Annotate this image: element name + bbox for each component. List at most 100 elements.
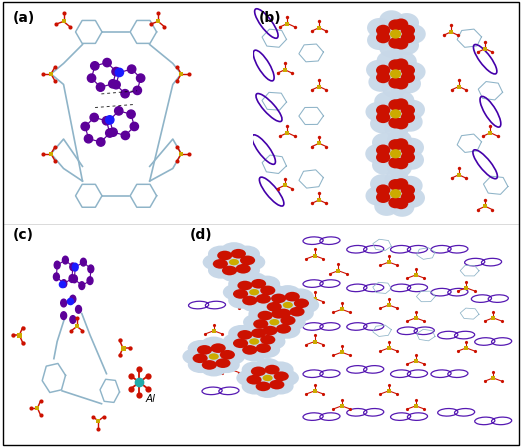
Circle shape <box>130 122 138 131</box>
Circle shape <box>253 319 268 329</box>
Circle shape <box>200 337 227 353</box>
Circle shape <box>240 333 268 350</box>
Circle shape <box>251 328 266 338</box>
Circle shape <box>259 333 286 350</box>
Circle shape <box>382 78 407 98</box>
Circle shape <box>374 92 399 111</box>
Circle shape <box>390 91 414 110</box>
Circle shape <box>188 340 214 357</box>
Circle shape <box>262 305 288 321</box>
Circle shape <box>235 264 251 274</box>
Circle shape <box>121 89 129 98</box>
Circle shape <box>401 144 415 156</box>
Circle shape <box>394 118 408 129</box>
Circle shape <box>249 289 259 295</box>
Circle shape <box>388 139 402 151</box>
Circle shape <box>396 74 421 93</box>
Circle shape <box>246 375 262 384</box>
Circle shape <box>61 312 67 320</box>
Circle shape <box>399 150 424 170</box>
Circle shape <box>220 350 235 359</box>
Circle shape <box>388 59 402 71</box>
Circle shape <box>76 305 81 313</box>
Circle shape <box>203 254 229 270</box>
Circle shape <box>254 369 281 387</box>
Circle shape <box>388 77 402 89</box>
Circle shape <box>388 157 402 169</box>
Circle shape <box>256 294 271 304</box>
Circle shape <box>91 62 99 70</box>
Circle shape <box>90 113 98 122</box>
Circle shape <box>210 343 226 353</box>
Circle shape <box>388 179 402 190</box>
Circle shape <box>254 325 280 342</box>
Circle shape <box>228 276 254 292</box>
Circle shape <box>188 356 214 373</box>
Circle shape <box>267 362 293 378</box>
Circle shape <box>112 67 120 76</box>
Circle shape <box>251 367 266 376</box>
Circle shape <box>209 353 219 360</box>
Circle shape <box>256 382 271 391</box>
Circle shape <box>208 262 234 278</box>
Circle shape <box>367 18 392 38</box>
Circle shape <box>261 325 288 342</box>
Circle shape <box>251 279 266 289</box>
Circle shape <box>231 249 246 258</box>
Circle shape <box>365 186 390 206</box>
Circle shape <box>288 288 314 305</box>
Circle shape <box>390 150 400 158</box>
Circle shape <box>121 131 129 139</box>
Circle shape <box>382 23 409 45</box>
Circle shape <box>70 295 76 303</box>
Circle shape <box>240 256 255 265</box>
Circle shape <box>61 280 67 287</box>
Circle shape <box>115 68 124 76</box>
Circle shape <box>236 370 263 386</box>
Circle shape <box>284 292 300 301</box>
Circle shape <box>394 78 408 89</box>
Circle shape <box>88 265 94 273</box>
Text: (c): (c) <box>13 228 34 242</box>
Circle shape <box>283 302 293 308</box>
Circle shape <box>369 72 393 92</box>
Circle shape <box>220 253 248 271</box>
Circle shape <box>242 345 257 355</box>
Circle shape <box>276 324 291 333</box>
Circle shape <box>240 283 268 301</box>
Circle shape <box>272 370 299 386</box>
Circle shape <box>81 122 89 131</box>
Circle shape <box>254 276 280 292</box>
Circle shape <box>388 37 402 49</box>
Circle shape <box>275 285 301 302</box>
Circle shape <box>390 110 400 118</box>
Circle shape <box>127 65 136 73</box>
Circle shape <box>269 380 284 389</box>
Circle shape <box>54 261 60 269</box>
Circle shape <box>401 32 415 43</box>
Circle shape <box>255 381 281 398</box>
Circle shape <box>234 245 260 262</box>
Circle shape <box>228 325 254 342</box>
Circle shape <box>370 174 395 194</box>
Circle shape <box>376 144 390 156</box>
Circle shape <box>387 130 412 150</box>
Circle shape <box>376 65 390 76</box>
Circle shape <box>274 306 300 322</box>
Circle shape <box>233 338 248 348</box>
Text: (a): (a) <box>13 11 35 25</box>
Circle shape <box>221 266 247 282</box>
Circle shape <box>401 112 415 123</box>
Circle shape <box>233 289 248 299</box>
Circle shape <box>239 254 265 270</box>
Circle shape <box>401 192 415 203</box>
Circle shape <box>115 107 123 115</box>
Circle shape <box>382 143 409 164</box>
Circle shape <box>399 138 424 157</box>
Circle shape <box>365 102 390 122</box>
Circle shape <box>382 183 409 204</box>
Circle shape <box>241 295 267 312</box>
Circle shape <box>271 294 286 303</box>
Circle shape <box>217 251 232 260</box>
Circle shape <box>263 326 278 335</box>
